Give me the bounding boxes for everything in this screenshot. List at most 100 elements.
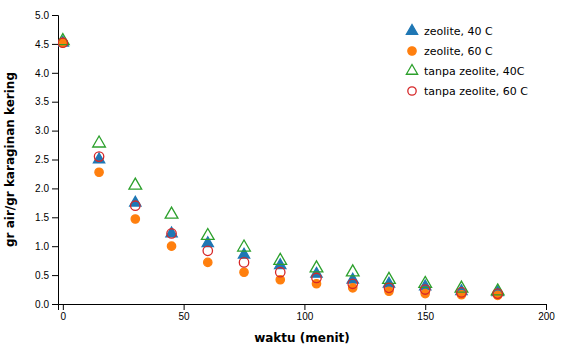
point [94, 152, 103, 161]
x-axis-tick-label: 0 [61, 311, 67, 322]
y-axis-tick: 0.0 [35, 299, 58, 310]
y-axis-tick-label: 4.5 [35, 39, 49, 50]
y-axis-tick: 1.5 [35, 212, 58, 223]
point [131, 201, 140, 210]
point [239, 258, 248, 267]
point [276, 267, 285, 276]
y-axis-tick-mark [52, 160, 58, 161]
y-axis-tick-label: 0.5 [35, 270, 49, 281]
y-axis-tick-label: 0.0 [35, 299, 49, 310]
y-axis-tick-label: 1.5 [35, 212, 49, 223]
point [204, 258, 212, 266]
x-axis-tick: 50 [179, 304, 191, 322]
y-axis-tick-mark [52, 304, 58, 305]
legend-label: tanpa zeolite, 60 C [424, 85, 528, 98]
point [238, 240, 251, 251]
point [93, 136, 106, 147]
legend: zeolite, 40 C zeolite, 60 C tanpa zeolite,… [406, 24, 528, 97]
y-axis-tick-mark [52, 73, 58, 74]
x-axis-tick-mark [304, 304, 305, 310]
y-axis-tick: 3.0 [35, 125, 58, 136]
y-axis-tick: 2.5 [35, 154, 58, 165]
y-axis-title: gr air/gr karaginan kering [3, 72, 17, 247]
y-axis-tick: 4.0 [35, 68, 58, 79]
point [201, 228, 214, 239]
legend-item: tanpa zeolite, 40C [406, 64, 524, 77]
y-axis-tick-label: 2.5 [35, 154, 49, 165]
x-axis-title: waktu (menit) [254, 331, 350, 345]
y-axis-tick: 0.5 [35, 270, 58, 281]
x-axis-tick: 150 [417, 304, 434, 322]
y-axis-tick-mark [52, 131, 58, 132]
plot: 0 50 100 150 200 0.0 0.5 1.0 1.5 2.0 2.5 3.0 3.5 4.0 4… [35, 10, 555, 322]
x-axis-tick-mark [546, 304, 547, 310]
point [420, 285, 429, 294]
x-axis: 0 50 100 150 200 [59, 304, 556, 322]
point [493, 289, 502, 298]
legend-item: tanpa zeolite, 60 C [408, 85, 528, 98]
y-axis-tick-label: 1.0 [35, 241, 49, 252]
legend-label: tanpa zeolite, 40C [424, 65, 525, 78]
x-axis-tick: 100 [297, 304, 314, 322]
y-axis-tick: 3.5 [35, 96, 58, 107]
x-axis-tick-label: 200 [538, 311, 555, 322]
legend-symbol [408, 47, 416, 55]
y-axis-tick-mark [52, 275, 58, 276]
y-axis-tick-label: 3.5 [35, 96, 49, 107]
chart: 0 50 100 150 200 0.0 0.5 1.0 1.5 2.0 2.5 3.0 3.5 4.0 4… [0, 0, 566, 350]
point [240, 268, 248, 276]
legend-item: zeolite, 60 C [408, 45, 493, 58]
legend-label: zeolite, 60 C [424, 45, 493, 58]
y-axis-tick-mark [52, 102, 58, 103]
x-axis-tick-label: 50 [179, 311, 191, 322]
y-axis-tick: 1.0 [35, 241, 58, 252]
x-axis-tick: 200 [538, 304, 555, 322]
y-axis-tick-label: 4.0 [35, 68, 49, 79]
point [95, 168, 103, 176]
legend-symbol [406, 24, 417, 34]
y-axis-tick-mark [52, 188, 58, 189]
x-axis-tick-label: 100 [297, 311, 314, 322]
y-axis-tick-mark [52, 44, 58, 45]
y-axis-tick-mark [52, 15, 58, 16]
point [312, 273, 321, 282]
point [348, 279, 357, 288]
y-axis-line [52, 16, 59, 305]
y-axis-tick-mark [52, 246, 58, 247]
legend-item: zeolite, 40 C [406, 24, 493, 37]
point [167, 229, 176, 238]
y-axis-tick-label: 2.0 [35, 183, 49, 194]
point [58, 38, 67, 47]
x-axis-line [59, 305, 547, 311]
x-axis-tick-mark [425, 304, 426, 310]
legend-symbol [406, 64, 417, 74]
point [384, 283, 393, 292]
point [131, 215, 139, 223]
legend-symbol [408, 87, 416, 95]
point [238, 248, 249, 258]
point [167, 242, 175, 250]
point [383, 272, 396, 283]
point [202, 237, 213, 247]
x-axis-tick-mark [63, 304, 64, 310]
point [312, 280, 320, 288]
point [203, 246, 212, 255]
point [419, 276, 432, 287]
y-axis-tick-mark [52, 217, 58, 218]
x-axis-tick-mark [184, 304, 185, 310]
y-axis-tick: 5.0 [35, 10, 58, 21]
point [310, 261, 323, 272]
y-axis-tick-label: 3.0 [35, 125, 49, 136]
point [346, 265, 359, 276]
y-axis-tick-label: 5.0 [35, 10, 49, 21]
point [457, 288, 466, 297]
point [129, 178, 142, 189]
x-axis-tick: 0 [61, 304, 67, 322]
point [274, 253, 287, 264]
y-axis-tick: 4.5 [35, 39, 58, 50]
y-axis: 0.0 0.5 1.0 1.5 2.0 2.5 3.0 3.5 4.0 4.5 5.0 [35, 10, 58, 310]
legend-label: zeolite, 40 C [424, 25, 493, 38]
x-axis-tick-label: 150 [417, 311, 434, 322]
y-axis-tick: 2.0 [35, 183, 58, 194]
point [165, 207, 178, 218]
